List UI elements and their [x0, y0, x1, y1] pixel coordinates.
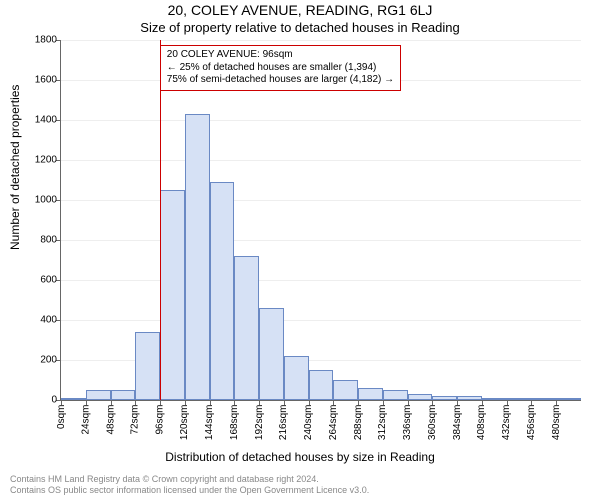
- x-tick-label: 168sqm: [229, 405, 240, 441]
- y-tick-label: 1600: [17, 75, 57, 86]
- y-tick-label: 1400: [17, 115, 57, 126]
- gridline: [61, 120, 581, 121]
- chart-subtitle: Size of property relative to detached ho…: [0, 20, 600, 35]
- annotation-line: ← 25% of detached houses are smaller (1,…: [167, 62, 394, 75]
- histogram-bar: [111, 390, 136, 400]
- x-tick-label: 312sqm: [377, 405, 388, 441]
- histogram-bar: [61, 398, 86, 400]
- x-tick-label: 264sqm: [328, 405, 339, 441]
- gridline: [61, 280, 581, 281]
- x-tick-label: 96sqm: [155, 405, 166, 435]
- x-tick-label: 192sqm: [254, 405, 265, 441]
- histogram-bar: [135, 332, 160, 400]
- y-tick-label: 600: [17, 275, 57, 286]
- x-tick-label: 0sqm: [56, 405, 67, 429]
- x-tick-label: 240sqm: [303, 405, 314, 441]
- y-axis-label: Number of detached properties: [8, 85, 22, 250]
- histogram-bar: [333, 380, 358, 400]
- histogram-bar: [309, 370, 334, 400]
- histogram-bar: [234, 256, 259, 400]
- x-tick-label: 480sqm: [551, 405, 562, 441]
- x-tick-label: 288sqm: [353, 405, 364, 441]
- histogram-bar: [86, 390, 111, 400]
- histogram-bar: [556, 398, 581, 400]
- gridline: [61, 40, 581, 41]
- x-tick-label: 144sqm: [204, 405, 215, 441]
- histogram-bar: [531, 398, 556, 400]
- annotation-line: 75% of semi-detached houses are larger (…: [167, 74, 394, 87]
- annotation-box: 20 COLEY AVENUE: 96sqm← 25% of detached …: [160, 45, 401, 91]
- x-tick-label: 24sqm: [80, 405, 91, 435]
- gridline: [61, 200, 581, 201]
- footer-line-2: Contains OS public sector information li…: [10, 485, 369, 496]
- x-tick-label: 48sqm: [105, 405, 116, 435]
- gridline: [61, 240, 581, 241]
- x-tick-label: 336sqm: [402, 405, 413, 441]
- histogram-plot: 0200400600800100012001400160018000sqm24s…: [60, 40, 581, 401]
- y-tick-label: 200: [17, 355, 57, 366]
- histogram-bar: [185, 114, 210, 400]
- x-tick-label: 456sqm: [526, 405, 537, 441]
- x-tick-label: 72sqm: [130, 405, 141, 435]
- annotation-line: 20 COLEY AVENUE: 96sqm: [167, 49, 394, 62]
- x-tick-label: 216sqm: [278, 405, 289, 441]
- x-tick-label: 360sqm: [427, 405, 438, 441]
- property-marker-line: [160, 40, 161, 400]
- y-tick-label: 800: [17, 235, 57, 246]
- page-title: 20, COLEY AVENUE, READING, RG1 6LJ: [0, 2, 600, 18]
- histogram-bar: [383, 390, 408, 400]
- y-tick-label: 1800: [17, 35, 57, 46]
- y-tick-label: 0: [17, 395, 57, 406]
- gridline: [61, 320, 581, 321]
- x-tick-label: 384sqm: [452, 405, 463, 441]
- gridline: [61, 160, 581, 161]
- x-tick-label: 432sqm: [501, 405, 512, 441]
- histogram-bar: [482, 398, 507, 400]
- histogram-bar: [259, 308, 284, 400]
- x-axis-label: Distribution of detached houses by size …: [0, 450, 600, 464]
- histogram-bar: [358, 388, 383, 400]
- x-tick-label: 408sqm: [476, 405, 487, 441]
- histogram-bar: [210, 182, 235, 400]
- x-tick-label: 120sqm: [179, 405, 190, 441]
- y-tick-label: 400: [17, 315, 57, 326]
- histogram-bar: [457, 396, 482, 400]
- histogram-bar: [284, 356, 309, 400]
- y-tick-label: 1000: [17, 195, 57, 206]
- footer-line-1: Contains HM Land Registry data © Crown c…: [10, 474, 369, 485]
- y-tick-label: 1200: [17, 155, 57, 166]
- histogram-bar: [408, 394, 433, 400]
- histogram-bar: [432, 396, 457, 400]
- attribution-footer: Contains HM Land Registry data © Crown c…: [10, 474, 369, 496]
- histogram-bar: [507, 398, 532, 400]
- histogram-bar: [160, 190, 185, 400]
